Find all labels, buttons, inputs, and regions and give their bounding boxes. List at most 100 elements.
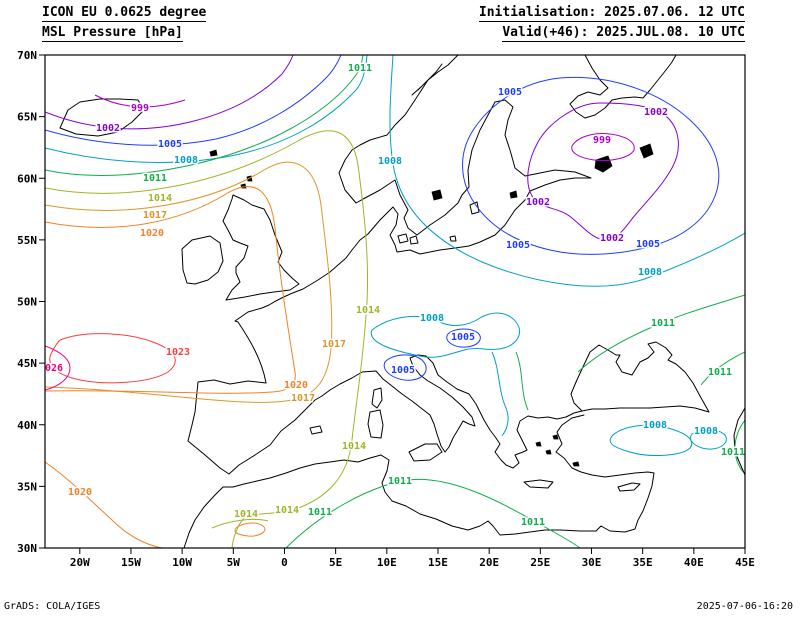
lon-tick-label: 40E <box>684 556 704 569</box>
coast-sicily <box>408 443 443 462</box>
lake-ladoga <box>594 155 613 173</box>
isobar-label-1008: 1008 <box>420 313 444 324</box>
lon-tick-label: 0 <box>281 556 288 569</box>
field-title: MSL Pressure [hPa] <box>42 25 183 42</box>
coast-danish-isles <box>397 233 457 245</box>
lat-tick-label: 50N <box>17 296 37 309</box>
isobar-label-1014: 1014 <box>275 505 299 516</box>
isobar-label-1002: 1002 <box>600 233 624 244</box>
isobar-1014 <box>45 130 369 548</box>
isobar-1017 <box>45 161 333 403</box>
isobar-1026 <box>45 345 71 391</box>
lake-vanern <box>431 189 443 201</box>
grads-credit: GrADS: COLA/IGES <box>4 601 101 612</box>
lon-tick-label: 25E <box>530 556 550 569</box>
isobar-999 <box>571 133 635 161</box>
isobar-1011 <box>515 351 529 411</box>
isobar-label-1005: 1005 <box>451 332 475 343</box>
isobar-1020 <box>45 461 163 548</box>
coast-mediterranean-north <box>228 354 583 475</box>
isobar-label-1008: 1008 <box>694 426 718 437</box>
isobar-label-1011: 1011 <box>308 507 332 518</box>
isobar-label-1023: 1023 <box>166 347 190 358</box>
isobar-label-1014: 1014 <box>148 193 172 204</box>
lon-tick-label: 30E <box>582 556 602 569</box>
isobar-label-1014: 1014 <box>356 305 380 316</box>
map-frame <box>44 54 746 549</box>
isobar-1020 <box>234 522 266 537</box>
map-axes: 70N 65N 60N 55N 50N 45N 40N 35N 30N 20W 15W 10W 5W 0 5… <box>17 49 755 569</box>
isobar-label-1011: 1011 <box>388 476 412 487</box>
isobar-label-1011: 1011 <box>348 63 372 74</box>
isobar-1020 <box>45 186 296 394</box>
isobar-label-1011: 1011 <box>651 318 675 329</box>
isobar-label-1011: 1011 <box>708 367 732 378</box>
isobar-label-1005: 1005 <box>506 240 530 251</box>
lon-tick-label: 5W <box>227 556 241 569</box>
isobar-1011 <box>734 419 745 473</box>
aegean-islands <box>535 434 580 467</box>
isobar-999 <box>94 94 186 108</box>
isobar-label-1005: 1005 <box>391 365 415 376</box>
isobar-1005 <box>383 354 427 381</box>
isobar-label-1002: 1002 <box>96 123 120 134</box>
lon-tick-label: 20W <box>70 556 90 569</box>
isobar-label-1011: 1011 <box>521 517 545 528</box>
isobar-label-1008: 1008 <box>378 156 402 167</box>
valid-time: Valid(+46): 2025.JUL.08. 10 UTC <box>502 25 745 42</box>
coast-mainland-west <box>187 55 592 475</box>
coast-sardinia <box>367 409 384 439</box>
isobar-label-1014: 1014 <box>234 509 258 520</box>
lon-tick-label: 15E <box>428 556 448 569</box>
isobar-label-1017: 1017 <box>291 393 315 404</box>
isobar-label-999: 999 <box>593 135 611 146</box>
lat-tick-label: 30N <box>17 542 37 555</box>
coast-iceland <box>59 98 145 137</box>
lat-tick-label: 55N <box>17 234 37 247</box>
isobar-label-1020: 1020 <box>68 487 92 498</box>
isobar-1011 <box>45 55 364 176</box>
isobar-label-1005: 1005 <box>158 139 182 150</box>
lon-tick-label: 35E <box>633 556 653 569</box>
coastlines <box>59 55 745 548</box>
lon-tick-label: 10W <box>172 556 192 569</box>
creation-timestamp: 2025-07-06-16:20 <box>696 601 793 612</box>
isobar-label-1008: 1008 <box>638 267 662 278</box>
isobar-1014 <box>211 518 269 529</box>
isobar-1023 <box>49 333 176 384</box>
coast-cyprus <box>617 482 641 492</box>
isobar-label-999: 999 <box>131 103 149 114</box>
isobar-1008 <box>370 312 520 358</box>
isobar-lines <box>45 55 745 548</box>
isobar-label-1017: 1017 <box>322 339 346 350</box>
isobar-1002 <box>45 55 294 130</box>
isobar-1008 <box>45 55 368 163</box>
isobar-1005 <box>446 328 481 348</box>
baltic-islands <box>509 190 518 199</box>
coast-white-sea <box>569 55 677 119</box>
isobar-label-1026: 026 <box>45 363 63 374</box>
isobar-1005 <box>45 55 342 146</box>
isobar-label-1011: 1011 <box>721 447 745 458</box>
isobar-1008 <box>609 424 693 456</box>
isobar-1011 <box>285 478 581 548</box>
isobar-label-1020: 1020 <box>284 380 308 391</box>
lat-tick-label: 40N <box>17 419 37 432</box>
lon-tick-label: 20E <box>479 556 499 569</box>
coast-corsica <box>371 387 383 409</box>
lon-tick-label: 10E <box>377 556 397 569</box>
isobar-1008 <box>690 429 727 450</box>
coast-ireland <box>181 235 224 285</box>
isobar-label-1017: 1017 <box>143 210 167 221</box>
isobar-label-1014: 1014 <box>342 441 366 452</box>
lon-tick-label: 45E <box>735 556 755 569</box>
model-title: ICON EU 0.0625 degree <box>42 5 207 22</box>
lat-tick-label: 60N <box>17 172 37 185</box>
coast-great-britain <box>222 194 300 301</box>
isobar-label-1020: 1020 <box>140 228 164 239</box>
isobar-1011 <box>577 294 745 373</box>
isobar-labels: 999 999 1002 1002 1002 1002 1005 1005 1005 1005 10… <box>43 62 746 530</box>
coast-black-sea <box>570 341 710 413</box>
isobar-1005 <box>462 76 720 255</box>
